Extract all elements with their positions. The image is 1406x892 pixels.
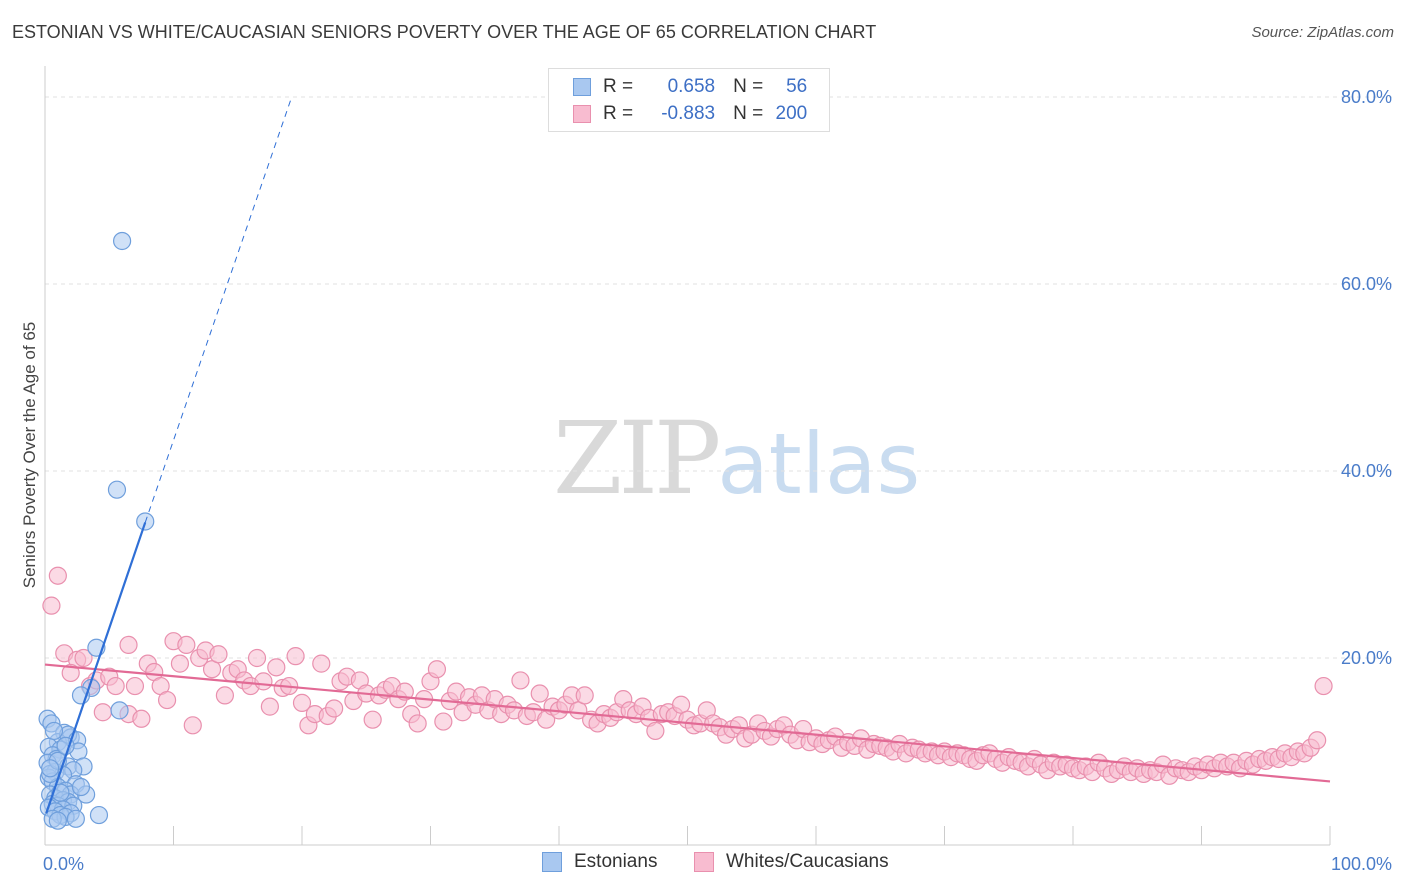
whites-point [1314,676,1333,696]
whites-point [575,686,594,705]
y-tick-label: 20.0% [1341,648,1392,668]
whites-point [119,635,138,655]
whites-point [254,672,273,691]
estonians-point [112,231,132,251]
estonians-point [51,783,70,802]
legend-swatch-estonians [573,78,591,96]
grid-lines [45,96,1392,659]
source-label: Source: ZipAtlas.com [1251,24,1394,41]
whites-point [170,654,190,673]
whites-point [177,635,196,655]
y-tick-label: 60.0% [1341,274,1392,294]
watermark-zip: ZIP [553,400,721,517]
whites-point [408,714,427,733]
whites-point [106,676,125,696]
bottom-legend-swatch-estonians [542,852,562,872]
whites-point [74,648,93,668]
whites-point [569,701,588,720]
estonians-point [66,809,85,828]
estonians-trend-extension [144,96,293,523]
whites-point [671,695,691,714]
legend-r-label: R = [603,103,634,124]
trend-lines [44,96,1331,814]
whites-point [427,660,447,679]
estonians-point [44,721,64,741]
whites-point [260,697,279,716]
whites-point [209,645,228,664]
legend-r-value: -0.883 [661,103,716,124]
whites-point [202,660,222,679]
whites-point [183,716,202,735]
whites-point [1308,731,1327,750]
whites-point [125,676,145,696]
whites-point [93,703,112,722]
whites-point [42,596,61,615]
whites-point [511,671,530,690]
estonians-point [89,805,109,825]
whites-points [42,566,1333,785]
estonians-point [41,759,60,778]
whites-point [157,690,177,710]
legend-n-label: N = [733,76,764,97]
estonians-points [38,231,155,830]
whites-point [530,684,549,703]
x-tick-label: 100.0% [1331,854,1392,874]
whites-point [292,693,312,712]
y-tick-label: 40.0% [1341,461,1392,481]
y-tick-label: 80.0% [1341,87,1392,107]
whites-point [247,648,267,668]
estonians-point [71,777,91,797]
bottom-legend-swatch-whites [694,852,714,872]
legend-row-whites: R = -0.883 N = 200 [573,101,807,127]
whites-point [434,712,453,731]
estonians-trend-line [45,522,147,814]
watermark-atlas: atlas [717,415,921,513]
legend-r-value: 0.658 [667,76,716,97]
bottom-legend-label-estonians: Estonians [574,851,658,872]
tick-labels: 20.0% 40.0% 60.0% 80.0% 0.0% 100.0% [43,87,1392,874]
estonians-point [110,701,129,720]
whites-point [325,699,344,718]
estonians-point [48,811,67,830]
legend-swatch-whites [573,105,591,123]
whites-point [286,647,305,666]
whites-trend-line [44,663,1331,783]
whites-point [267,658,286,677]
legend: R = 0.658 N = 56 R = -0.883 N = 200 [548,68,830,132]
legend-n-value: 56 [786,76,808,97]
x-tick-label: 0.0% [43,854,84,874]
whites-point [48,566,67,585]
legend-n-value: 200 [775,103,808,124]
chart-title: ESTONIAN VS WHITE/CAUCASIAN SENIORS POVE… [12,22,877,42]
bottom-legend: Estonians Whites/Caucasians [0,851,1406,877]
whites-point [312,654,331,673]
whites-point [646,721,665,741]
legend-r-label: R = [603,76,634,97]
whites-point [61,663,80,683]
bottom-legend-label-whites: Whites/Caucasians [726,851,889,872]
whites-point [132,709,151,728]
whites-point [215,686,234,705]
whites-point [363,710,382,729]
legend-row-estonians: R = 0.658 N = 56 [573,74,807,100]
bottom-legend-whites: Whites/Caucasians [694,851,889,873]
bottom-legend-estonians: Estonians [542,851,657,873]
estonians-point [107,480,127,499]
legend-n-label: N = [733,103,764,124]
watermark: ZIPatlas [553,400,920,517]
